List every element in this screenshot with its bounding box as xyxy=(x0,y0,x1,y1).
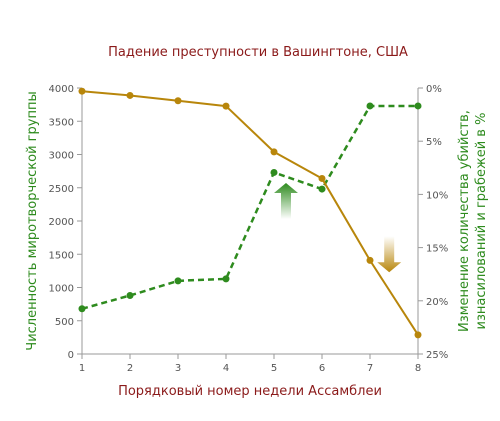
x-tick-label: 2 xyxy=(127,363,133,374)
x-tick-label: 4 xyxy=(223,363,229,374)
x-axis-label: Порядковый номер недели Ассамблеи xyxy=(118,384,382,399)
peacekeeper-data-point xyxy=(78,305,86,313)
y-left-tick-label: 1500 xyxy=(49,250,74,261)
y-left-tick-label: 4000 xyxy=(49,84,74,95)
peacekeeper-data-point xyxy=(414,102,422,110)
peacekeeper-data-point xyxy=(222,275,230,283)
series-group xyxy=(78,87,422,339)
crime-change-data-point xyxy=(222,102,230,110)
crime-change-data-point xyxy=(366,256,374,264)
peacekeeper-series-line xyxy=(81,104,418,310)
y-right-tick-label: 10% xyxy=(426,190,448,201)
peacekeeper-data-point xyxy=(318,185,326,193)
x-tick-label: 7 xyxy=(367,363,373,374)
crime-change-data-point xyxy=(126,91,134,99)
y-left-tick-label: 0 xyxy=(68,350,74,361)
chart-title: Падение преступности в Вашингтоне, США xyxy=(108,45,408,60)
y-left-tick-label: 3500 xyxy=(49,117,74,128)
x-tick-label: 1 xyxy=(79,363,85,374)
y-left-tick-label: 2500 xyxy=(49,184,74,195)
y-axis-right-label-line-2: изнасилований и грабежей в % xyxy=(474,113,489,330)
y-right-tick-label: 25% xyxy=(426,350,448,361)
ticks-group: 1 2 3 4 5 6 7 8 0 500 1000 1500 2000 2500 3000 3500 4000… xyxy=(49,84,449,374)
y-right-tick-label: 0% xyxy=(426,84,442,95)
x-tick-label: 5 xyxy=(271,363,277,374)
peacekeeper-data-point xyxy=(174,277,182,285)
crime-change-data-point xyxy=(318,174,326,182)
y-right-tick-label: 20% xyxy=(426,297,448,308)
y-axis-right-label-line-1: Изменение количества убийств, xyxy=(457,110,472,332)
x-tick-label: 3 xyxy=(175,363,181,374)
arrow-down-icon xyxy=(377,236,402,273)
y-right-tick-label: 15% xyxy=(426,244,448,255)
crime-change-data-point xyxy=(174,97,182,105)
crime-change-data-point xyxy=(270,148,278,156)
peacekeeper-data-point xyxy=(366,102,374,110)
peacekeeper-data-point xyxy=(126,291,134,299)
y-right-tick-label: 5% xyxy=(426,137,442,148)
y-left-tick-label: 1000 xyxy=(49,284,74,295)
annotations-group xyxy=(274,183,402,273)
crime-change-series-line xyxy=(81,90,419,336)
crime-change-data-point xyxy=(78,87,86,95)
y-left-tick-label: 500 xyxy=(55,317,74,328)
y-left-tick-label: 2000 xyxy=(49,217,74,228)
y-left-tick-label: 3000 xyxy=(49,151,74,162)
crime-change-data-point xyxy=(414,331,422,339)
x-tick-label: 8 xyxy=(415,363,421,374)
peacekeeper-data-point xyxy=(270,168,278,176)
arrow-up-icon xyxy=(274,183,298,220)
x-tick-label: 6 xyxy=(319,363,325,374)
y-axis-left-label: Численность миротворческой группы xyxy=(25,91,40,350)
